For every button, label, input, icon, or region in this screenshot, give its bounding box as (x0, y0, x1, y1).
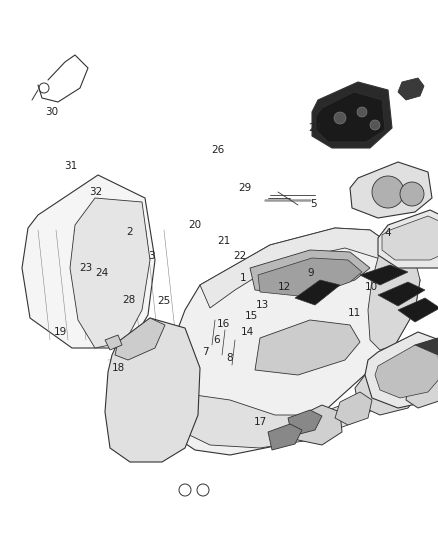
Polygon shape (70, 198, 150, 348)
Circle shape (370, 120, 380, 130)
Text: 32: 32 (89, 187, 102, 197)
Polygon shape (365, 332, 438, 408)
Polygon shape (250, 250, 370, 295)
Polygon shape (368, 240, 420, 350)
Text: 21: 21 (217, 236, 230, 246)
Text: 7: 7 (202, 347, 209, 357)
Text: 4: 4 (384, 229, 391, 238)
Text: 11: 11 (348, 309, 361, 318)
Text: 1: 1 (240, 273, 247, 283)
Text: 27: 27 (309, 123, 322, 133)
Text: 22: 22 (233, 251, 247, 261)
Polygon shape (155, 228, 420, 455)
Text: 17: 17 (254, 417, 267, 427)
Polygon shape (350, 162, 432, 218)
Polygon shape (285, 405, 342, 445)
Text: 6: 6 (213, 335, 220, 345)
Text: 25: 25 (158, 296, 171, 306)
Polygon shape (22, 175, 155, 348)
Polygon shape (258, 258, 362, 297)
Text: 5: 5 (310, 199, 317, 208)
Text: 26: 26 (212, 146, 225, 155)
Circle shape (372, 176, 404, 208)
Circle shape (357, 107, 367, 117)
Text: 16: 16 (217, 319, 230, 329)
Text: 23: 23 (79, 263, 92, 272)
Polygon shape (288, 410, 322, 436)
Text: 15: 15 (245, 311, 258, 320)
Polygon shape (378, 282, 425, 306)
Text: 9: 9 (307, 268, 314, 278)
Text: 19: 19 (54, 327, 67, 336)
Text: 12: 12 (278, 282, 291, 292)
Text: 10: 10 (365, 282, 378, 292)
Polygon shape (378, 210, 438, 268)
Polygon shape (382, 216, 438, 260)
Polygon shape (255, 320, 360, 375)
Polygon shape (165, 370, 395, 448)
Polygon shape (398, 78, 424, 100)
Text: 18: 18 (112, 363, 125, 373)
Text: 24: 24 (95, 268, 108, 278)
Text: 28: 28 (123, 295, 136, 304)
Polygon shape (355, 360, 422, 415)
Polygon shape (398, 298, 438, 322)
Polygon shape (105, 335, 122, 350)
Polygon shape (406, 375, 438, 408)
Polygon shape (360, 265, 408, 285)
Polygon shape (312, 82, 392, 148)
Polygon shape (115, 318, 165, 360)
Polygon shape (200, 228, 410, 308)
Polygon shape (268, 424, 302, 450)
Circle shape (400, 182, 424, 206)
Text: 29: 29 (239, 183, 252, 192)
Text: 30: 30 (45, 107, 58, 117)
Circle shape (334, 112, 346, 124)
Polygon shape (105, 318, 200, 462)
Text: 31: 31 (64, 161, 78, 171)
Polygon shape (408, 338, 438, 370)
Text: 14: 14 (241, 327, 254, 336)
Text: 13: 13 (256, 300, 269, 310)
Polygon shape (316, 92, 385, 142)
Text: 3: 3 (148, 251, 155, 261)
Polygon shape (375, 345, 438, 398)
Polygon shape (335, 392, 372, 425)
Text: 20: 20 (188, 220, 201, 230)
Polygon shape (295, 280, 340, 305)
Text: 8: 8 (226, 353, 233, 363)
Text: 2: 2 (126, 227, 133, 237)
